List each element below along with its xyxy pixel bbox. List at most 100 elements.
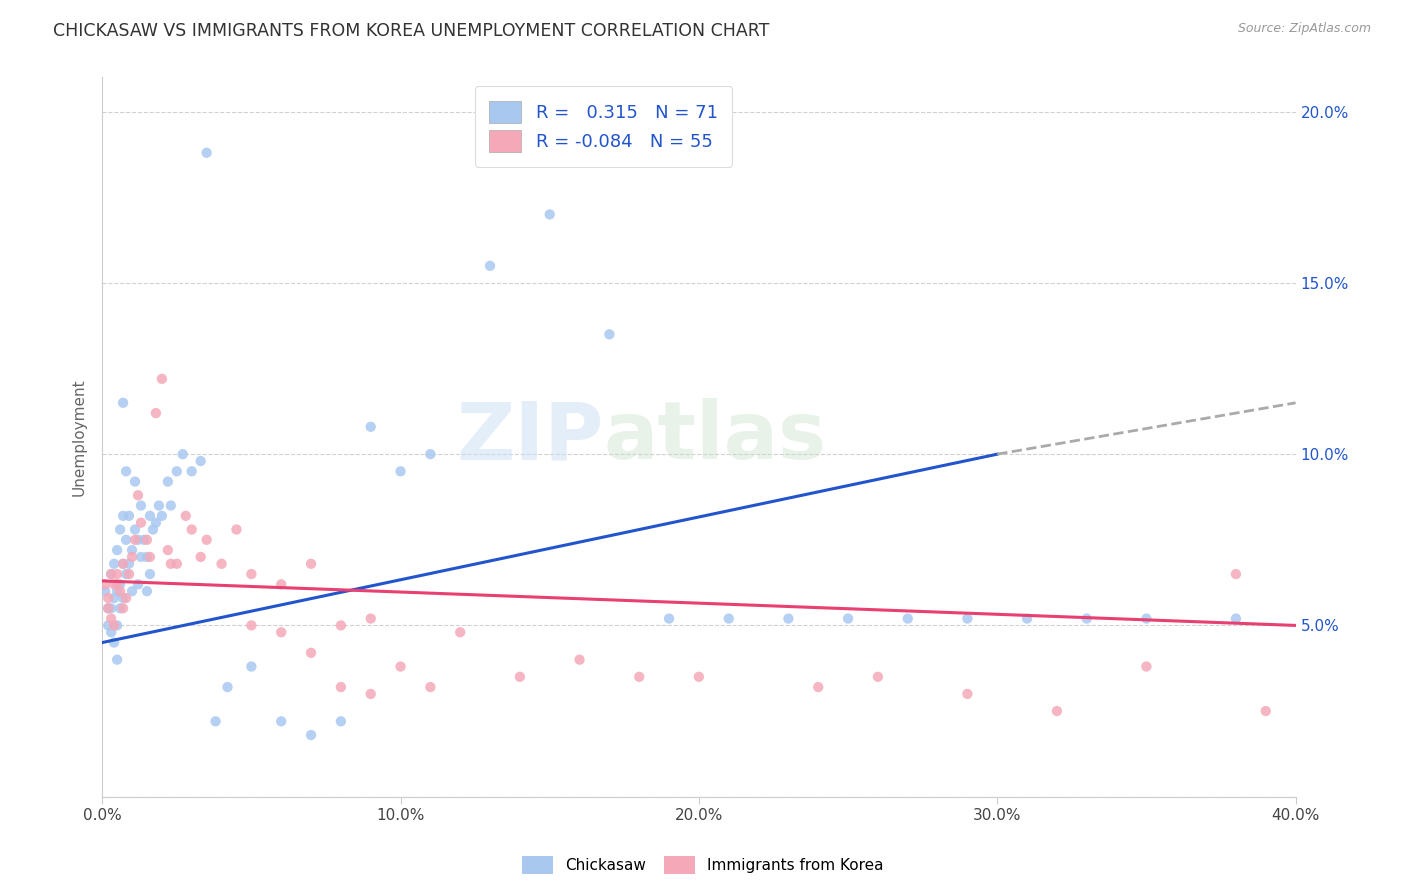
Point [150,372,173,386]
Point [419,680,441,694]
Point [190,454,212,468]
Point [115,533,138,547]
Text: ZIP: ZIP [456,398,603,476]
Point [270,577,292,591]
Point [103,557,125,571]
Point [1254,704,1277,718]
Point [112,591,135,605]
Point [94,577,117,591]
Point [103,635,125,649]
Point [1225,567,1247,582]
Point [136,549,159,564]
Point [389,659,412,673]
Point [112,557,135,571]
Point [156,475,179,489]
Point [112,396,135,410]
Point [180,464,202,478]
Point [1135,611,1157,625]
Point [204,714,226,729]
Point [166,464,188,478]
Point [100,601,122,615]
Point [145,516,167,530]
Point [112,557,135,571]
Point [360,687,382,701]
Point [139,508,162,523]
Point [1225,611,1247,625]
Point [118,508,141,523]
Point [956,611,979,625]
Point [127,488,149,502]
Point [94,584,117,599]
Text: CHICKASAW VS IMMIGRANTS FROM KOREA UNEMPLOYMENT CORRELATION CHART: CHICKASAW VS IMMIGRANTS FROM KOREA UNEMP… [53,22,770,40]
Point [124,475,146,489]
Point [538,207,561,221]
Point [105,567,128,582]
Point [129,499,152,513]
Point [778,611,800,625]
Point [180,523,202,537]
Point [124,533,146,547]
Point [329,680,352,694]
Point [225,523,247,537]
Point [129,549,152,564]
Legend: R =   0.315   N = 71, R = -0.084   N = 55: R = 0.315 N = 71, R = -0.084 N = 55 [474,87,733,167]
Point [97,618,120,632]
Point [103,577,125,591]
Point [449,625,471,640]
Point [121,549,143,564]
Point [118,557,141,571]
Point [568,653,591,667]
Point [127,577,149,591]
Point [172,447,194,461]
Point [299,557,322,571]
Point [112,601,135,615]
Point [956,687,979,701]
Point [97,601,120,615]
Point [100,611,122,625]
Point [132,533,155,547]
Point [240,567,263,582]
Point [142,523,165,537]
Point [329,714,352,729]
Point [360,611,382,625]
Point [112,508,135,523]
Point [148,499,170,513]
Point [156,543,179,558]
Point [270,714,292,729]
Point [160,499,183,513]
Point [270,625,292,640]
Point [1015,611,1038,625]
Point [108,523,131,537]
Point [211,557,233,571]
Point [329,618,352,632]
Point [240,618,263,632]
Point [598,327,620,342]
Point [299,646,322,660]
Point [299,728,322,742]
Point [100,567,122,582]
Point [100,567,122,582]
Point [217,680,239,694]
Point [108,601,131,615]
Point [139,549,162,564]
Point [103,618,125,632]
Point [897,611,920,625]
Point [688,670,710,684]
Text: Source: ZipAtlas.com: Source: ZipAtlas.com [1237,22,1371,36]
Point [100,625,122,640]
Point [1135,659,1157,673]
Point [108,577,131,591]
Point [174,508,197,523]
Point [807,680,830,694]
Point [105,577,128,591]
Point [105,618,128,632]
Point [1076,611,1098,625]
Point [136,533,159,547]
Point [628,670,651,684]
Text: atlas: atlas [603,398,827,476]
Point [139,567,162,582]
Point [190,549,212,564]
Point [115,464,138,478]
Point [479,259,502,273]
Point [115,567,138,582]
